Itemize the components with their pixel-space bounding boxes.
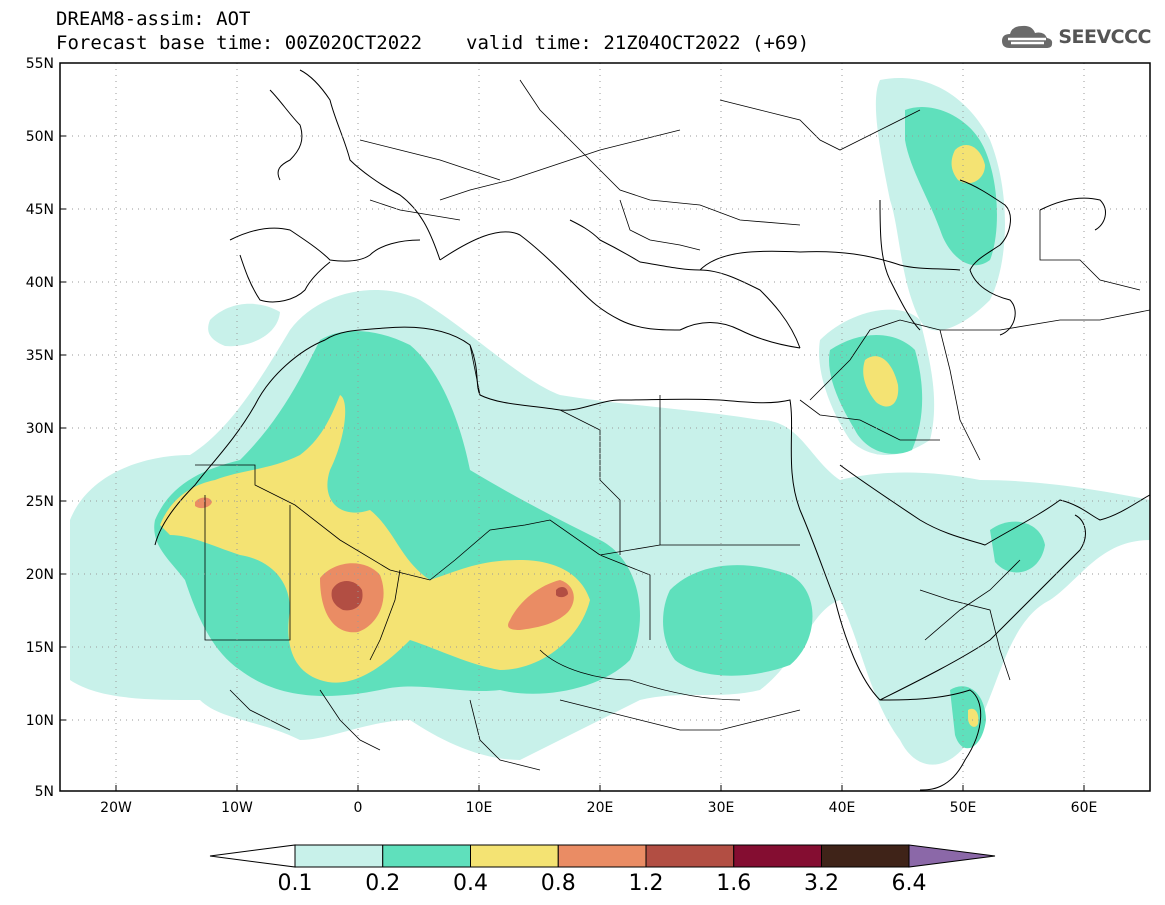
lat-label: 45N <box>26 202 54 218</box>
lat-label: 55N <box>26 56 54 72</box>
colorbar-label: 0.1 <box>278 871 313 896</box>
lat-label: 35N <box>26 348 54 364</box>
gridlines <box>60 63 1150 791</box>
lat-label: 10N <box>26 713 54 729</box>
colorbar-segment <box>382 844 471 868</box>
colorbar-segment <box>821 844 910 868</box>
lon-label: 50E <box>950 800 977 816</box>
coastlines <box>154 69 1150 791</box>
colorbar-segment <box>645 844 735 868</box>
valid-time: valid time: 21Z04OCT2022 (+69) <box>466 32 810 54</box>
colorbar-segment <box>294 844 384 868</box>
lat-label: 15N <box>26 640 54 656</box>
colorbar-label: 3.2 <box>804 871 839 896</box>
seevccc-logo: SEEVCCC <box>1000 22 1151 52</box>
colorbar-segment <box>557 844 647 868</box>
chart-title: DREAM8-assim: AOT <box>56 8 251 30</box>
lat-label: 50N <box>26 129 54 145</box>
colorbar-label: 6.4 <box>892 871 927 896</box>
colorbar-segment <box>733 844 822 868</box>
colorbar-segment <box>209 844 296 868</box>
colorbar-label: 1.6 <box>716 871 751 896</box>
lat-label: 40N <box>26 275 54 291</box>
lon-label: 30E <box>708 800 735 816</box>
cloud-icon <box>1002 25 1053 48</box>
lon-label: 20W <box>100 800 132 816</box>
aot-level-0.4 <box>160 145 985 727</box>
lat-label: 30N <box>26 421 54 437</box>
lon-label: 0 <box>354 800 363 816</box>
colorbar-label: 0.8 <box>541 871 576 896</box>
lat-labels: 55N 50N 45N 40N 35N 30N 25N 20N 15N 10N … <box>26 56 54 800</box>
lon-label: 10W <box>221 800 253 816</box>
colorbar-segment <box>470 844 559 868</box>
colorbar-labels: 0.1 0.2 0.4 0.8 1.2 1.6 3.2 6.4 <box>278 871 927 896</box>
lon-label: 20E <box>587 800 614 816</box>
aot-level-1.2 <box>331 581 568 611</box>
lat-label: 5N <box>35 784 54 800</box>
country-boundaries <box>195 79 1150 771</box>
colorbar-segment <box>908 844 996 868</box>
lon-label: 40E <box>829 800 856 816</box>
base-time: Forecast base time: 00Z02OCT2022 <box>56 32 423 54</box>
tick-marks <box>60 62 1085 792</box>
lat-label: 20N <box>26 567 54 583</box>
lon-label: 60E <box>1071 800 1098 816</box>
lon-label: 10E <box>466 800 493 816</box>
colorbar-label: 0.4 <box>453 871 488 896</box>
lon-labels: 20W 10W 0 10E 20E 30E 40E 50E 60E <box>100 800 1097 816</box>
colorbar-label: 0.2 <box>365 871 400 896</box>
colorbar-label: 1.2 <box>629 871 664 896</box>
lat-label: 25N <box>26 494 54 510</box>
colorbar <box>209 844 996 868</box>
time-info: Forecast base time: 00Z02OCT2022 valid ti… <box>56 32 809 54</box>
logo-text: SEEVCCC <box>1058 26 1151 48</box>
map-frame <box>59 62 1151 792</box>
